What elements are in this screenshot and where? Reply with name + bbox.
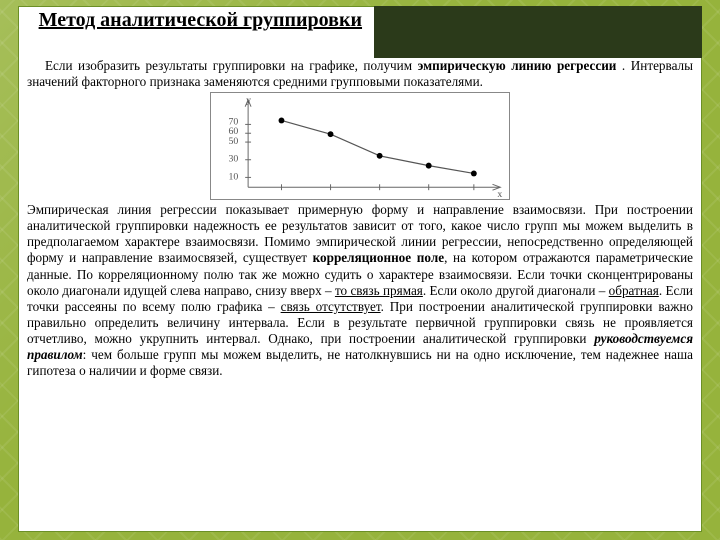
ytick-60: 60 — [228, 126, 238, 137]
x-axis-label: x — [497, 189, 502, 199]
p2-term-corr-field: корреляционное поле — [313, 250, 444, 265]
y-axis-label: y — [246, 95, 251, 106]
regression-chart: 10 30 50 60 70 y x — [210, 92, 510, 200]
p2-none: связь отсутствует — [281, 299, 381, 314]
slide-title: Метод аналитической группировки — [19, 7, 374, 32]
p2-e: . Если около другой диагонали – — [423, 283, 609, 298]
p1-text-a: Если изобразить результаты группировки н… — [45, 58, 418, 73]
paragraph-1: Если изобразить результаты группировки н… — [19, 58, 701, 90]
chart-marker — [471, 171, 477, 177]
p2-direct: то связь прямая — [335, 283, 423, 298]
chart-container: 10 30 50 60 70 y x — [19, 90, 701, 202]
header-accent-box — [374, 6, 702, 58]
chart-marker — [328, 131, 334, 137]
regression-line — [281, 121, 473, 174]
ytick-30: 30 — [228, 154, 238, 165]
p2-inverse: обратная — [609, 283, 659, 298]
chart-marker — [426, 163, 432, 169]
title-row: Метод аналитической группировки — [19, 7, 701, 58]
ytick-70: 70 — [228, 117, 238, 128]
ytick-10: 10 — [228, 172, 238, 183]
chart-marker — [279, 118, 285, 124]
p1-term: эмпирическую линию регрессии — [418, 58, 617, 73]
p2-k: : чем больше групп мы можем выделить, не… — [27, 347, 693, 378]
content-card: Метод аналитической группировки Если изо… — [18, 6, 702, 532]
paragraph-2: Эмпирическая линия регрессии показывает … — [19, 202, 701, 379]
ytick-50: 50 — [228, 136, 238, 147]
chart-marker — [377, 153, 383, 159]
